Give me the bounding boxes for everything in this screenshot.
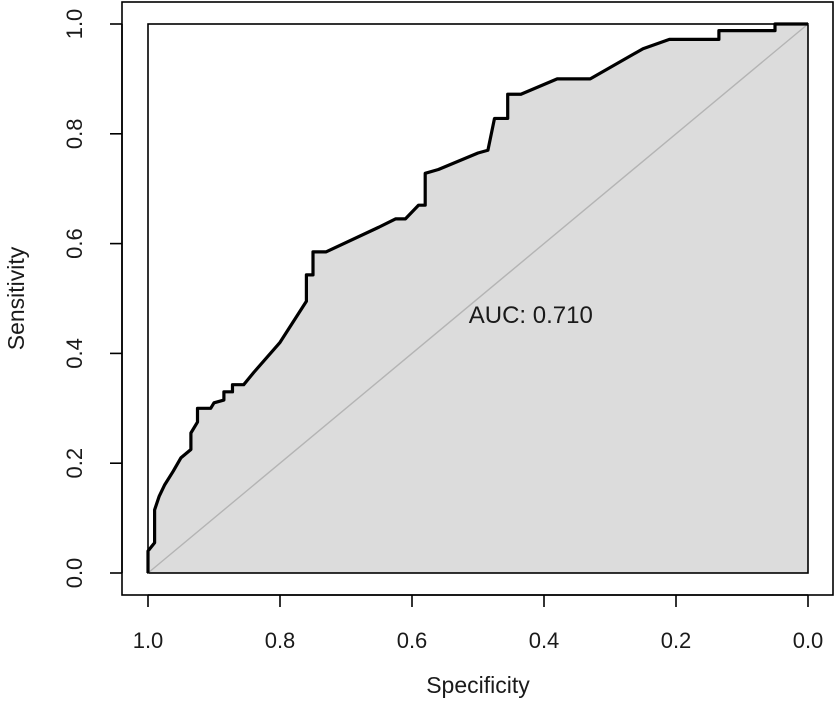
data-region-box — [147, 23, 809, 574]
x-tick-label: 1.0 — [133, 628, 164, 653]
x-tick-label: 0.6 — [397, 628, 428, 653]
y-axis-title: Sensitivity — [3, 246, 29, 350]
x-tick-label: 0.2 — [661, 628, 692, 653]
x-tick-label: 0.4 — [529, 628, 560, 653]
auc-annotation: AUC: 0.710 — [469, 302, 593, 329]
y-tick-label: 0.6 — [62, 228, 87, 259]
y-tick-label: 1.0 — [62, 9, 87, 40]
y-tick-label: 0.2 — [62, 448, 87, 479]
reference-diagonal-line — [147, 23, 809, 574]
x-tick-label: 0.0 — [793, 628, 824, 653]
x-axis-title: Specificity — [426, 672, 530, 698]
x-tick-label: 0.8 — [265, 628, 296, 653]
roc-curve-line — [146, 22, 808, 573]
y-tick-label: 0.0 — [62, 558, 87, 589]
y-tick-label: 0.4 — [62, 338, 87, 369]
y-tick-label: 0.8 — [62, 119, 87, 150]
